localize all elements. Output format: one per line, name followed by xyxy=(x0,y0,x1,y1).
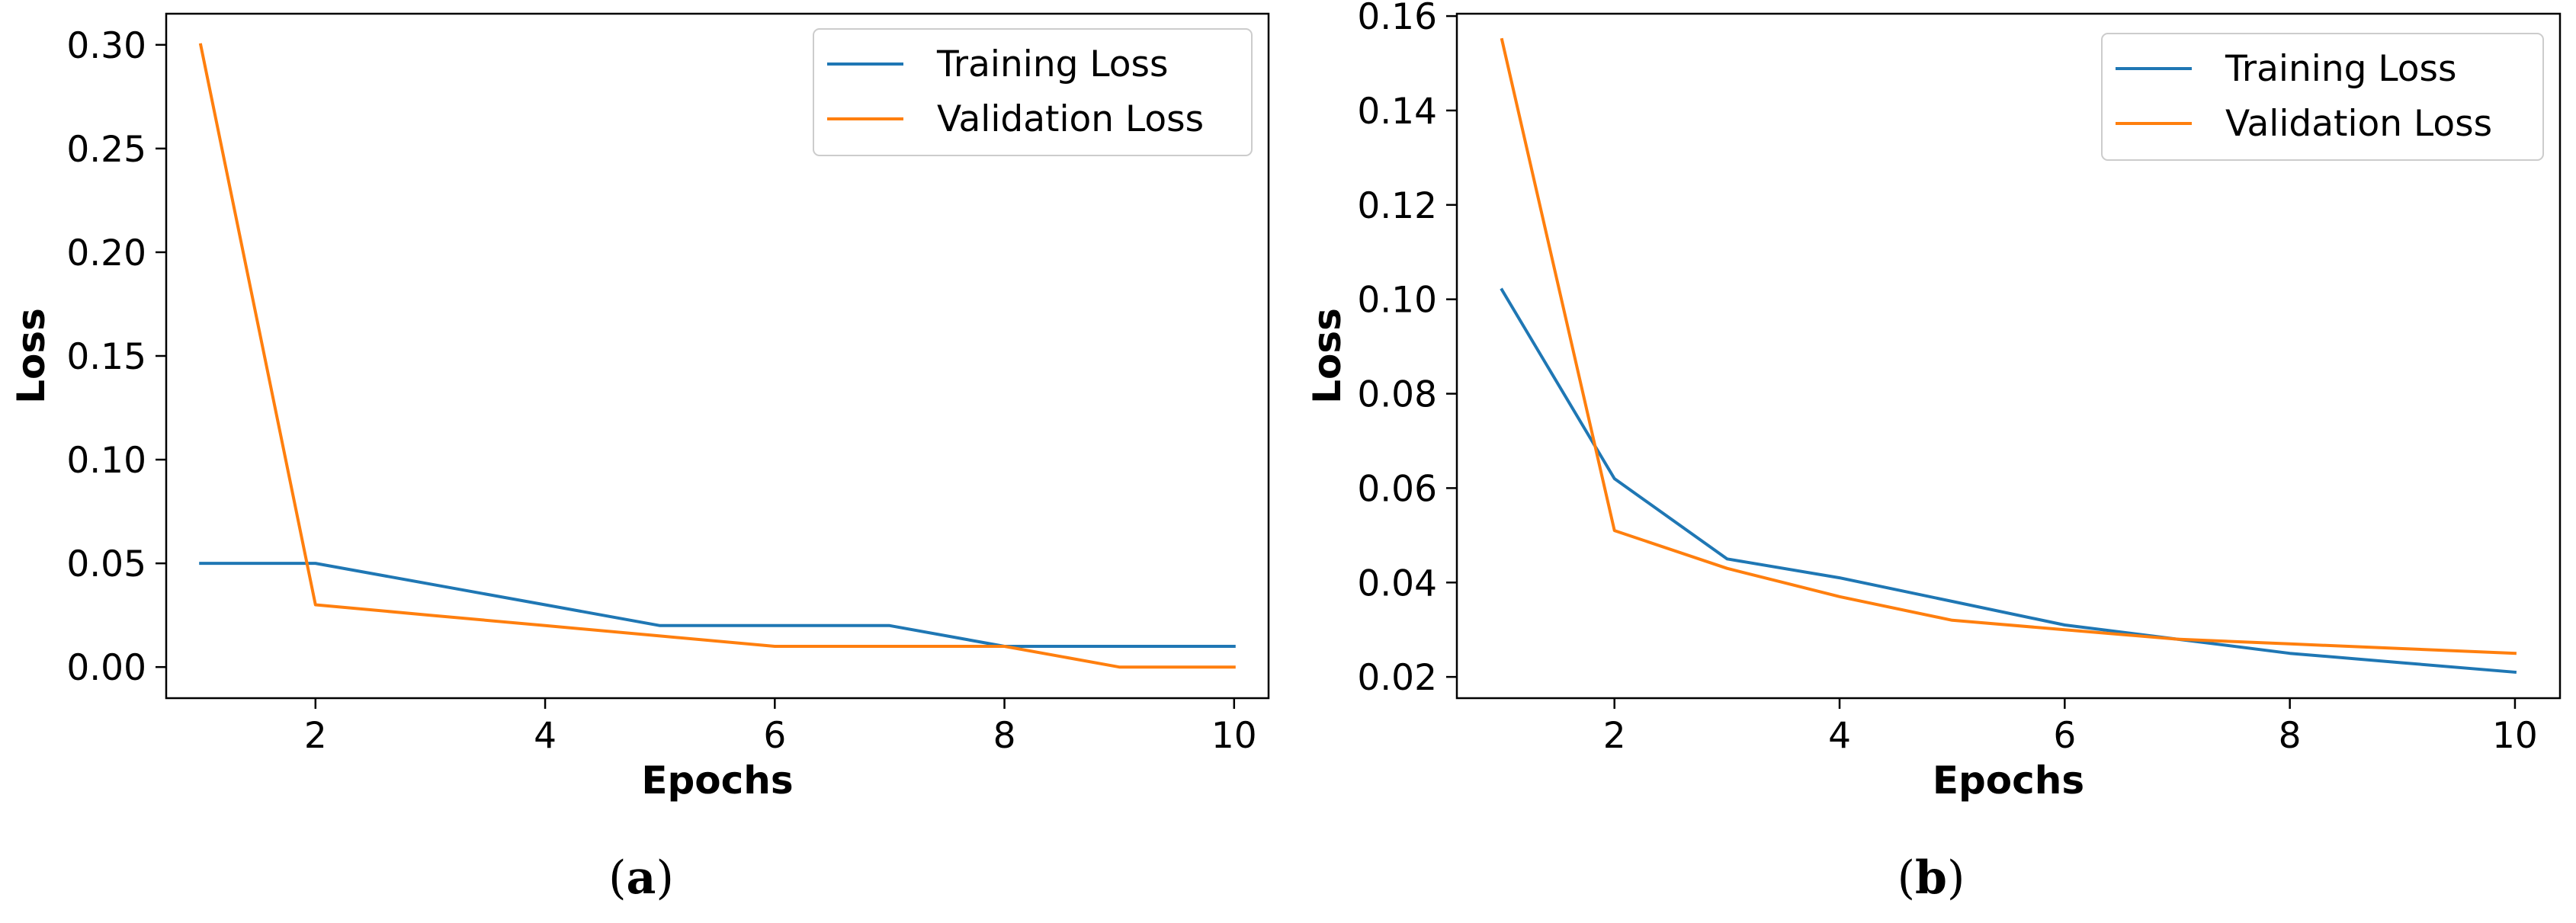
legend-label-validation-loss: Validation Loss xyxy=(937,98,1204,140)
caption-letter: a xyxy=(627,851,656,905)
y-tick-label: 0.12 xyxy=(1357,185,1437,227)
panel-caption: (a) xyxy=(608,851,674,905)
y-tick-label: 0.15 xyxy=(66,336,146,378)
validation-loss-line xyxy=(1500,37,2517,655)
caption-close-paren: ) xyxy=(656,851,673,905)
plot-frame xyxy=(1455,12,2562,700)
y-tick-label: 0.10 xyxy=(66,440,146,482)
y-tick-label: 0.10 xyxy=(1357,280,1437,322)
caption-open-paren: ( xyxy=(1898,851,1915,905)
x-axis-label: Epochs xyxy=(641,758,793,803)
legend-label-training-loss: Training Loss xyxy=(2225,48,2456,90)
x-tick-label: 4 xyxy=(1828,715,1851,757)
caption-close-paren: ) xyxy=(1947,851,1965,905)
x-tick-label: 10 xyxy=(1211,715,1257,757)
y-tick-label: 0.25 xyxy=(66,129,146,171)
validation-loss-line xyxy=(198,43,1236,669)
y-tick-label: 0.16 xyxy=(1357,0,1437,38)
legend-box xyxy=(813,28,1253,156)
x-tick-label: 6 xyxy=(763,715,786,757)
legend-label-validation-loss: Validation Loss xyxy=(2225,103,2492,145)
panel-a: 2 4 6 8 10 0.00 0.05 0.10 0.15 0.20 0.25 0.30 Epochs… xyxy=(9,12,1270,905)
y-tick-label: 0.14 xyxy=(1357,91,1437,133)
y-axis-label: Loss xyxy=(1305,308,1349,404)
x-tick-label: 2 xyxy=(304,715,327,757)
x-tick-label: 8 xyxy=(2279,715,2302,757)
caption-letter: b xyxy=(1915,851,1947,905)
y-tick-label: 0.06 xyxy=(1357,468,1437,510)
x-tick-label: 10 xyxy=(2492,715,2538,757)
panel-caption: (b) xyxy=(1898,851,1965,905)
y-tick-label: 0.02 xyxy=(1357,657,1437,699)
legend-label-training-loss: Training Loss xyxy=(936,43,1168,85)
caption-open-paren: ( xyxy=(608,851,626,905)
x-axis-label: Epochs xyxy=(1933,758,2084,803)
y-tick-label: 0.00 xyxy=(66,647,146,689)
x-tick-label: 6 xyxy=(2053,715,2076,757)
y-tick-label: 0.20 xyxy=(66,232,146,274)
legend-box xyxy=(2101,33,2544,161)
x-tick-label: 8 xyxy=(993,715,1016,757)
y-tick-label: 0.04 xyxy=(1357,562,1437,604)
y-tick-label: 0.30 xyxy=(66,25,146,67)
y-axis-label: Loss xyxy=(9,308,53,404)
y-tick-label: 0.05 xyxy=(66,543,146,585)
x-tick-label: 4 xyxy=(534,715,557,757)
y-tick-label: 0.08 xyxy=(1357,374,1437,416)
panel-b: 2 4 6 8 10 0.02 0.04 0.06 0.08 0.10 0.12 0.14 0.16 Ep… xyxy=(1305,0,2562,905)
training-loss-line xyxy=(199,562,1236,648)
training-loss-line xyxy=(1500,287,2517,675)
x-tick-label: 2 xyxy=(1603,715,1626,757)
